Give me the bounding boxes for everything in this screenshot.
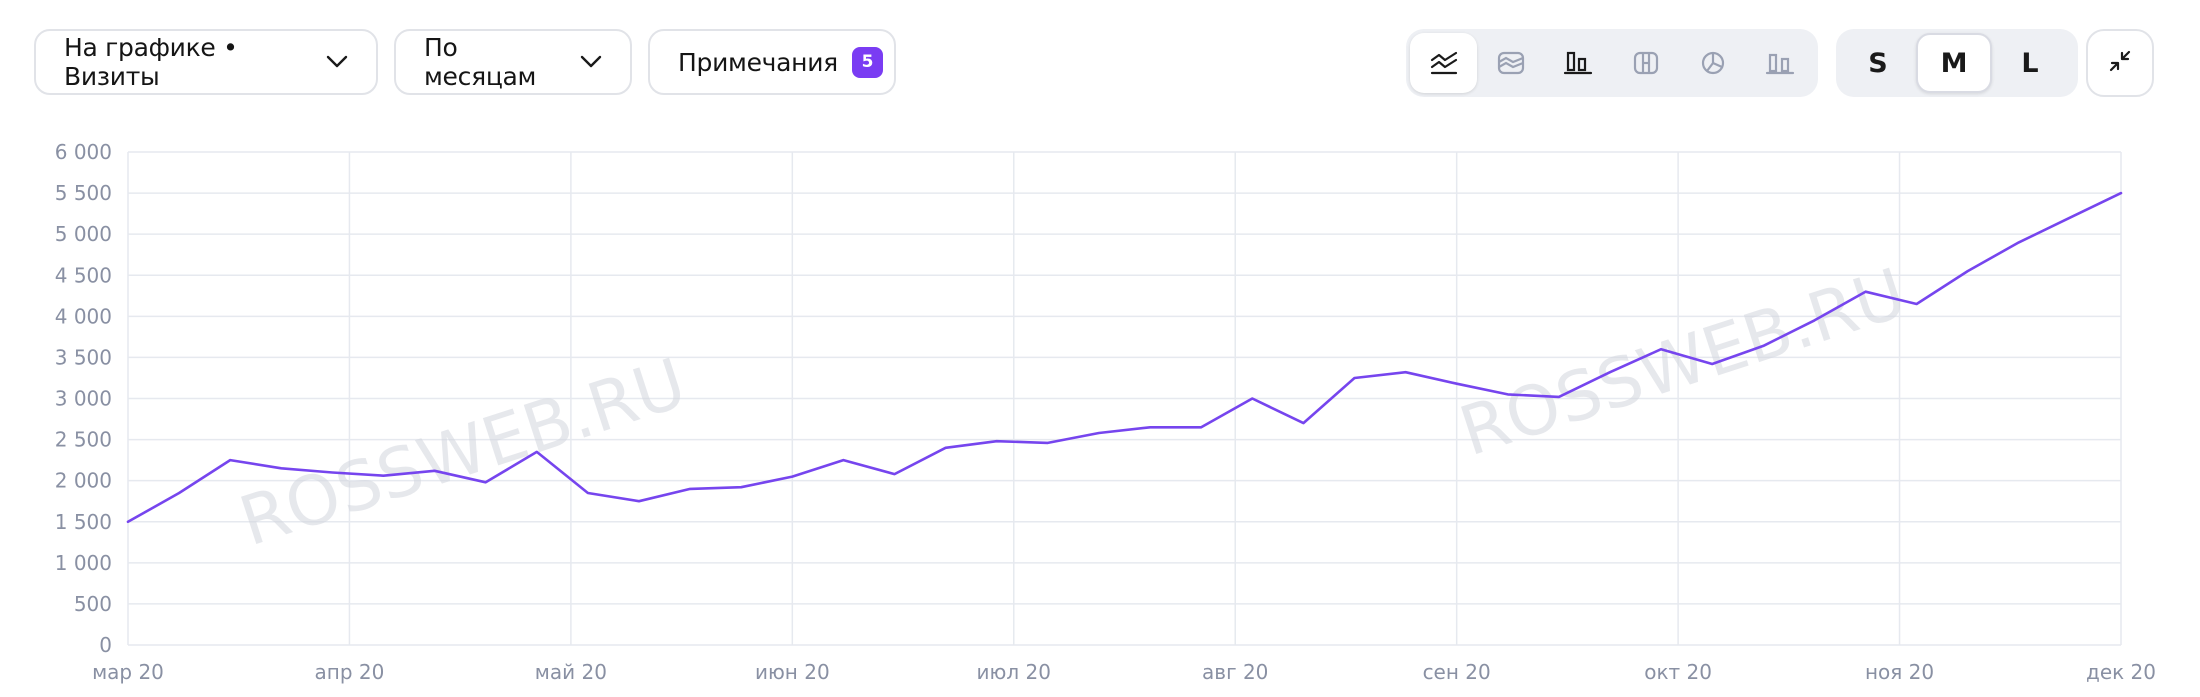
y-tick-label: 3 500 — [55, 345, 112, 369]
notes-label: Примечания — [678, 47, 838, 77]
y-tick-label: 4 500 — [55, 263, 112, 287]
y-tick-label: 2 000 — [55, 469, 112, 493]
column-chart-icon[interactable] — [1747, 33, 1814, 93]
y-tick-label: 1 000 — [55, 551, 112, 575]
chevron-down-icon — [580, 51, 602, 73]
x-tick-label: май 20 — [535, 660, 607, 684]
y-tick-label: 5 500 — [55, 181, 112, 205]
x-tick-label: ноя 20 — [1865, 660, 1934, 684]
bar-chart-icon[interactable] — [1545, 33, 1612, 93]
y-tick-label: 0 — [99, 633, 112, 657]
size-s-button[interactable]: S — [1868, 47, 1888, 79]
chart-type-switcher — [1406, 29, 1818, 97]
collapse-icon — [2107, 48, 2133, 78]
y-tick-label: 6 000 — [55, 140, 112, 164]
x-tick-label: авг 20 — [1202, 660, 1268, 684]
grouping-dropdown-label: По месяцам — [424, 33, 537, 91]
size-switcher: S M L — [1836, 29, 2078, 97]
x-tick-label: июн 20 — [755, 660, 830, 684]
y-tick-label: 1 500 — [55, 510, 112, 534]
area-chart-icon[interactable] — [1477, 33, 1544, 93]
y-tick-label: 4 000 — [55, 304, 112, 328]
x-tick-label: дек 20 — [2086, 660, 2156, 684]
grouping-dropdown[interactable]: По месяцам — [394, 29, 632, 95]
notes-count-badge: 5 — [851, 46, 883, 78]
stacked-chart-icon[interactable] — [1612, 33, 1679, 93]
chevron-down-icon — [326, 51, 348, 73]
y-tick-label: 2 500 — [55, 428, 112, 452]
line-chart-icon[interactable] — [1410, 33, 1478, 93]
x-tick-label: мар 20 — [92, 660, 164, 684]
metric-dropdown[interactable]: На графике • Визиты — [34, 29, 378, 95]
x-tick-label: окт 20 — [1644, 660, 1712, 684]
y-tick-label: 3 000 — [55, 387, 112, 411]
watermark-text: ROSSWEB.RU — [231, 344, 695, 562]
x-tick-label: июл 20 — [977, 660, 1051, 684]
x-tick-label: сен 20 — [1423, 660, 1491, 684]
pie-chart-icon[interactable] — [1679, 33, 1746, 93]
y-tick-label: 500 — [74, 592, 112, 616]
series-line-visits — [126, 191, 2123, 524]
metric-dropdown-label: На графике • Визиты — [64, 33, 238, 91]
size-m-button[interactable]: M — [1916, 33, 1992, 93]
size-l-button[interactable]: L — [2021, 47, 2039, 79]
notes-button[interactable]: Примечания 5 — [648, 29, 896, 95]
chart-toolbar: На графике • Визиты По месяцам Примечани… — [0, 0, 2200, 126]
collapse-button[interactable] — [2086, 29, 2154, 97]
x-tick-label: апр 20 — [315, 660, 385, 684]
y-tick-label: 5 000 — [55, 222, 112, 246]
